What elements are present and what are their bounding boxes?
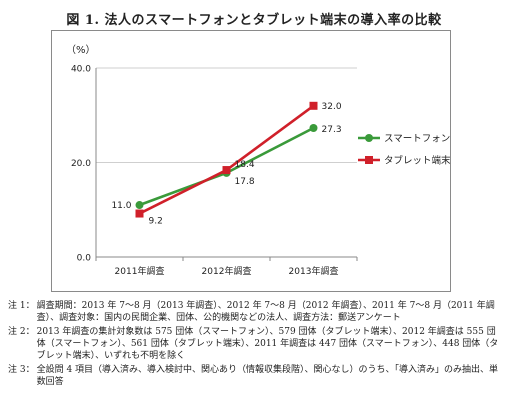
data-label: 9.2 <box>149 217 163 227</box>
legend-marker <box>365 156 373 164</box>
data-point-marker <box>135 209 144 218</box>
data-label: 11.0 <box>111 201 131 211</box>
notes-section: 注 1： 調査期間：2013 年 7～8 月（2013 年調査）、2012 年 … <box>8 300 504 390</box>
note-text: 調査期間：2013 年 7～8 月（2013 年調査）、2012 年 7～8 月… <box>36 301 495 323</box>
note-1: 注 1： 調査期間：2013 年 7～8 月（2013 年調査）、2012 年 … <box>8 300 504 324</box>
data-label: 27.3 <box>322 125 342 135</box>
x-tick-label: 2011年調査 <box>115 265 165 277</box>
y-axis-label: （%） <box>66 44 96 56</box>
y-tick-label: 20.0 <box>71 159 91 169</box>
series-line <box>138 104 315 215</box>
legend-label: タブレット端末 <box>384 155 451 167</box>
note-text: 2013 年調査の集計対象数は 575 団体（スマートフォン）、579 団体（タ… <box>36 327 499 361</box>
note-text: 全設問 4 項目（導入済み、導入検討中、関心あり（情報収集段階）、関心なし）のう… <box>36 365 499 387</box>
line-chart: （%） 0.0 20.0 40.0 2011年調査 2012年調査 2013年調査 11.0 1… <box>66 44 451 277</box>
figure-title: 図 1. 法人のスマートフォンとタブレット端末の導入率の比較 <box>66 13 442 28</box>
legend-label: スマートフォン <box>384 134 450 145</box>
chart-area: （%） 0.0 20.0 40.0 2011年調査 2012年調査 2013年調査 11.0 1… <box>51 30 451 292</box>
data-point-marker <box>309 124 318 133</box>
note-2: 注 2： 2013 年調査の集計対象数は 575 団体（スマートフォン）、579… <box>8 326 504 362</box>
legend-marker <box>365 134 373 142</box>
data-label: 32.0 <box>322 102 342 112</box>
data-point-marker <box>309 101 318 110</box>
data-label: 18.4 <box>235 160 255 170</box>
y-tick-label: 0.0 <box>77 254 92 264</box>
y-tick-label: 40.0 <box>71 65 91 75</box>
note-label: 注 3： <box>8 365 35 375</box>
data-point-marker <box>222 166 231 175</box>
note-3: 注 3： 全設問 4 項目（導入済み、導入検討中、関心あり（情報収集段階）、関心… <box>8 364 504 388</box>
x-tick-label: 2012年調査 <box>202 265 252 277</box>
x-tick-label: 2013年調査 <box>289 265 339 277</box>
note-label: 注 2： <box>8 327 35 337</box>
data-label: 17.8 <box>235 177 255 187</box>
data-point-marker <box>135 201 144 210</box>
note-label: 注 1： <box>8 301 35 311</box>
